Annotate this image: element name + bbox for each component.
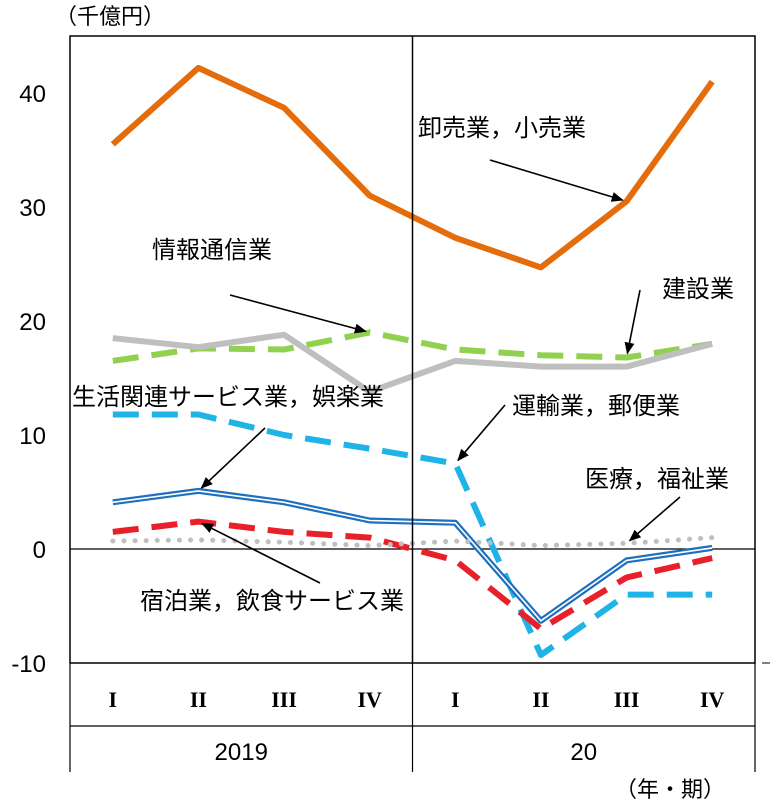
annotation-label: 卸売業，小売業 [418, 114, 586, 142]
annotation-arrow [201, 522, 321, 584]
y-tick-label: 10 [19, 423, 46, 450]
annotation-label: 医療，福祉業 [585, 465, 729, 493]
x-tick-label: IV [700, 687, 725, 712]
year-label: 20 [570, 739, 597, 766]
x-tick-label: I [451, 687, 460, 712]
x-tick-label: II [190, 687, 207, 712]
x-tick-label: III [271, 687, 297, 712]
annotation-arrow [229, 294, 367, 334]
y-tick-label: -10 [11, 651, 46, 678]
y-tick-label: 0 [33, 537, 46, 564]
y-tick-label: 40 [19, 81, 46, 108]
axis-group: 40 30 20 10 0 -10 [11, 81, 755, 678]
y-unit-label: （千億円） [55, 5, 165, 30]
annotation-arrow [457, 404, 506, 462]
annotation-label: 生活関連サービス業，娯楽業 [72, 383, 384, 411]
y-tick-label: 20 [19, 309, 46, 336]
annotation-arrow [489, 159, 624, 202]
annotation-arrow [200, 427, 266, 489]
annotation-label: 運輸業，郵便業 [512, 392, 680, 420]
annotation-label: 情報通信業 [152, 236, 272, 264]
x-tick-label: IV [357, 687, 382, 712]
x-tick-label: III [614, 687, 640, 712]
annotation-arrow [628, 496, 681, 542]
annotation-arrow [624, 289, 641, 355]
series-line [112, 329, 713, 364]
annotation-label: 宿泊業，飲食サービス業 [140, 587, 404, 615]
series-line [112, 411, 713, 658]
x-unit-label: （年・期） [615, 778, 725, 803]
x-tick-label: I [109, 687, 118, 712]
annotation-label: 建設業 [662, 275, 734, 303]
year-label: 2019 [215, 739, 268, 766]
y-tick-label: 30 [19, 195, 46, 222]
x-tick-label: II [532, 687, 549, 712]
